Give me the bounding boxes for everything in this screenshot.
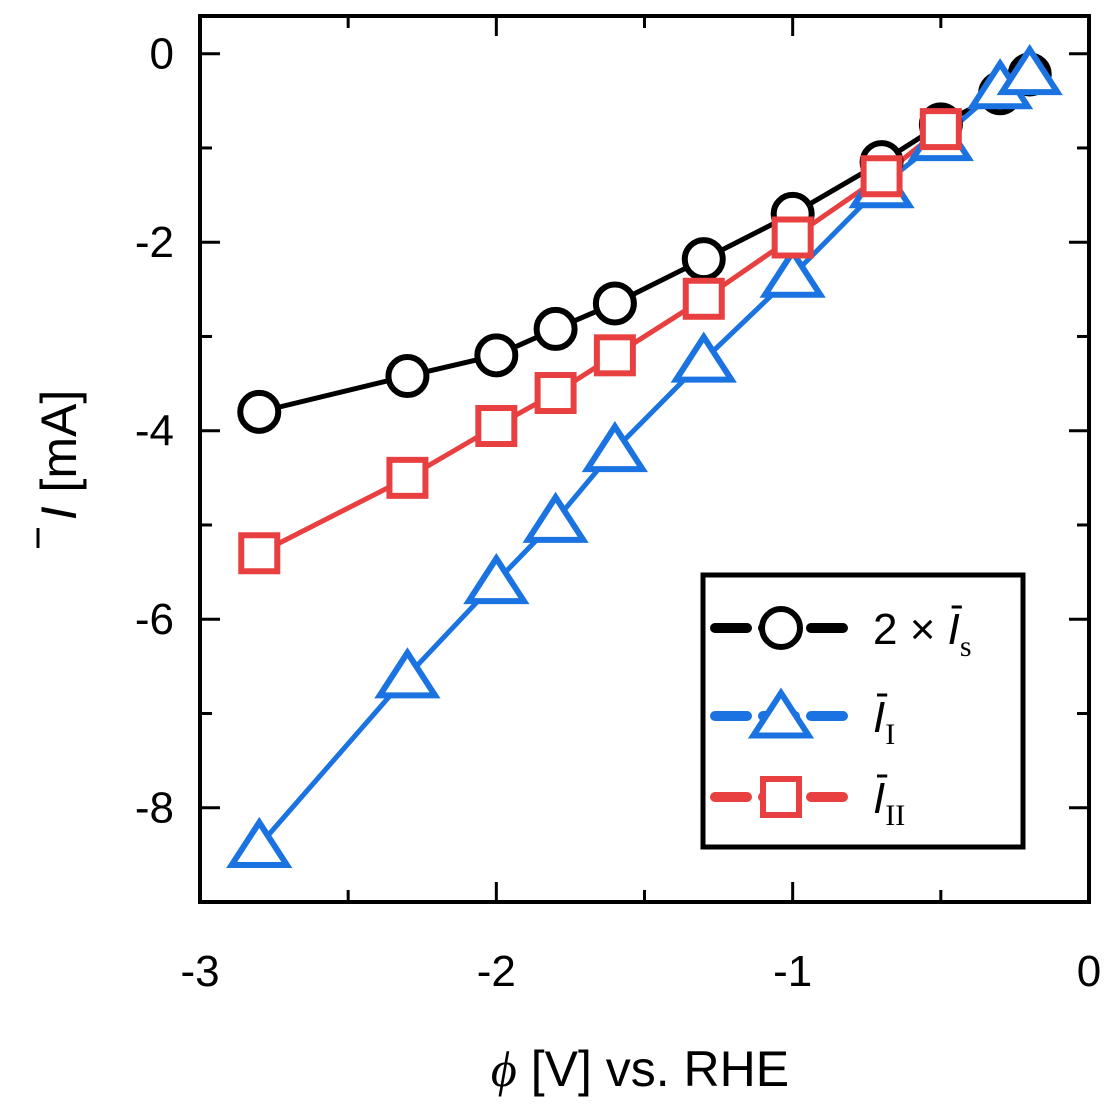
x-tick-label: -2 [477,947,516,996]
series-markers-square [238,108,962,575]
data-point [996,44,1063,96]
y-tick-label: 0 [150,30,174,79]
axis-titles: ϕ [V] vs. RHE I [mA] [31,390,789,1097]
data-point [682,277,725,320]
axes: -3 -2 -1 0 0 -2 -4 -6 -8 [135,14,1101,996]
data-point [771,216,814,259]
data-point [681,237,726,282]
data-point [670,331,737,383]
y-tick-label: -6 [135,595,174,644]
legend-label: II [873,693,895,751]
data-point [534,372,577,415]
data-point [463,553,530,605]
data-point [237,389,282,434]
x-tick-label: -3 [180,947,219,996]
x-tick-label: 0 [1077,947,1101,996]
data-point [759,246,826,298]
y-tick-label: -4 [135,407,174,456]
data-point [385,354,430,399]
x-tick-label: -1 [773,947,812,996]
data-point [919,108,962,151]
legend-marker [760,776,802,818]
data-point [522,491,589,543]
y-tick-label: -8 [135,784,174,833]
x-axis-title: ϕ [V] vs. RHE [491,1041,789,1097]
y-axis-title-group: I [mA] [31,390,87,548]
series-markers-triangle [226,44,1063,868]
data-point [593,334,636,377]
legend-marker [759,606,803,650]
legend-box [700,572,1026,850]
data-point [533,306,578,351]
legend-label: III [873,774,905,832]
series-layer [226,44,1063,868]
legend-label: 2 × Is [873,605,972,663]
y-axis-title: I [mA] [31,390,87,521]
series-circle [258,72,1032,415]
data-point [474,333,519,378]
series-line [258,72,1032,415]
data-point [592,281,637,326]
legend-entry: III [710,774,905,832]
y-tick-label: -2 [135,218,174,267]
data-point [581,421,648,473]
data-point [860,155,903,198]
legend-marker [747,687,815,739]
data-point [386,456,429,499]
legend-entry: 2 × Is [710,605,972,663]
data-point [374,647,441,699]
legend-entry: II [710,687,895,751]
data-point [238,532,281,575]
data-point [226,816,293,868]
data-point [475,405,518,448]
